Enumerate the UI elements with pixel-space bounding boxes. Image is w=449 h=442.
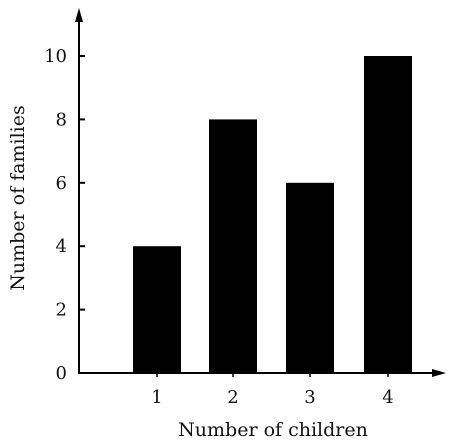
x-tick-label-4: 4 <box>382 387 393 408</box>
y-tick-label-4: 4 <box>56 236 67 257</box>
y-tick-label-6: 6 <box>56 173 67 194</box>
bar-2 <box>209 119 257 374</box>
bar-3 <box>286 182 334 373</box>
bar-4 <box>364 56 412 373</box>
x-axis-label: Number of children <box>178 419 368 441</box>
x-tick-label-3: 3 <box>304 387 315 408</box>
y-tick-label-2: 2 <box>56 300 67 321</box>
axes-layer <box>75 8 446 377</box>
x-tick-label-2: 2 <box>227 387 238 408</box>
y-tick-label-10: 10 <box>44 46 67 67</box>
bar-1 <box>133 246 181 373</box>
bars-layer <box>133 56 412 374</box>
y-axis-label: Number of families <box>7 105 29 291</box>
y-tick-label-8: 8 <box>56 109 67 130</box>
x-axis-arrow <box>432 369 446 377</box>
y-axis-arrow <box>75 8 83 22</box>
y-tick-label-0: 0 <box>56 363 67 384</box>
x-tick-label-1: 1 <box>151 387 162 408</box>
